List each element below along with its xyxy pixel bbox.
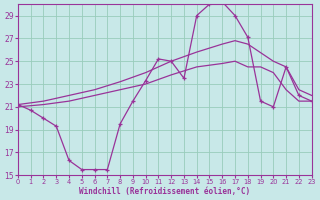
X-axis label: Windchill (Refroidissement éolien,°C): Windchill (Refroidissement éolien,°C): [79, 187, 250, 196]
